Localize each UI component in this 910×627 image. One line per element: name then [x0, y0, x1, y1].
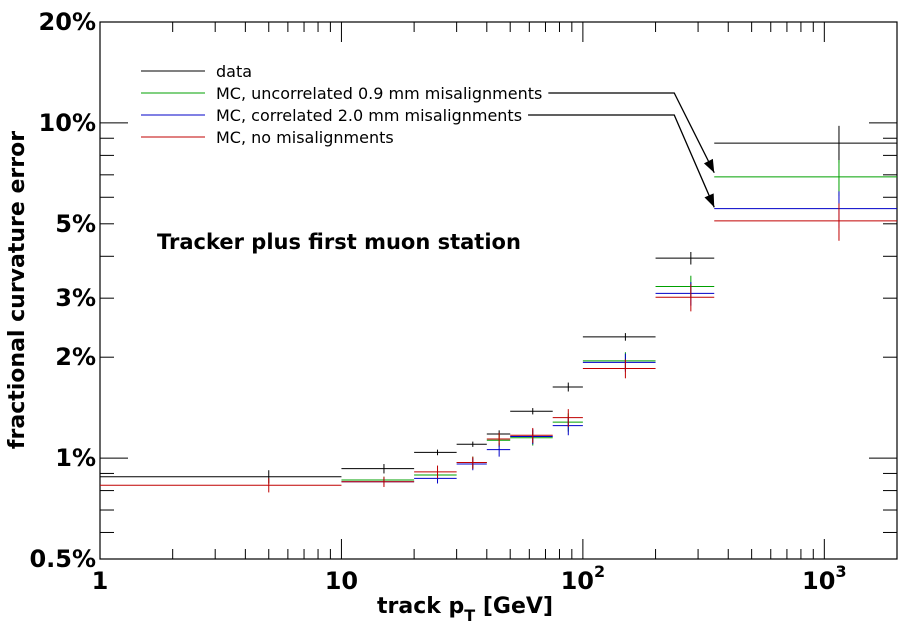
data-series — [100, 125, 897, 493]
x-tick-label-base: 10 — [802, 567, 835, 595]
legend: data MC, uncorrelated 0.9 mm misalignment… — [141, 62, 542, 147]
legend-arrows — [528, 92, 715, 208]
axis-ticks — [100, 21, 898, 560]
legend-entry-label: MC, uncorrelated 0.9 mm misalignments — [216, 84, 542, 103]
x-tick-label-base: 1 — [92, 567, 109, 595]
x-tick-label: 10 — [325, 567, 358, 595]
legend-arrow-line — [548, 92, 715, 174]
plot-frame — [99, 21, 898, 560]
y-tick-label: 0.5% — [29, 545, 96, 573]
plot-annotation: Tracker plus first muon station — [157, 230, 521, 254]
y-tick-label: 10% — [39, 109, 96, 137]
legend-entry-label: data — [216, 62, 252, 81]
x-axis-label-suffix: [GeV] — [475, 594, 553, 619]
legend-arrow-head — [703, 158, 715, 173]
legend-entry-label: MC, no misalignments — [216, 128, 394, 147]
y-tick-label: 3% — [55, 284, 96, 312]
legend-arrow-line — [528, 114, 715, 208]
y-tick-label: 2% — [55, 343, 96, 371]
y-tick-label: 5% — [55, 210, 96, 238]
y-tick-labels: 0.5% 1% 2% 3% 5% 10% 20% — [29, 8, 96, 573]
x-tick-label-base: 10 — [561, 567, 594, 595]
x-tick-label-exponent: 3 — [835, 562, 846, 581]
series-3 — [100, 203, 897, 493]
x-axis-label-subscript: T — [464, 606, 475, 625]
y-tick-label: 1% — [55, 444, 96, 472]
x-axis-label: track pT [GeV] — [377, 594, 553, 625]
x-tick-label: 1 — [92, 567, 109, 595]
x-tick-labels: 1 10 102 103 — [92, 562, 847, 595]
y-axis-label: fractional curvature error — [5, 131, 30, 449]
x-tick-label-exponent: 2 — [594, 562, 605, 581]
x-tick-label: 103 — [802, 562, 847, 595]
series-0 — [100, 125, 897, 484]
x-tick-label: 102 — [561, 562, 606, 595]
legend-arrow-head — [704, 193, 715, 208]
y-tick-label: 20% — [39, 8, 96, 36]
x-axis-label-main: track p — [377, 594, 464, 619]
x-tick-label-base: 10 — [325, 567, 358, 595]
legend-entry-label: MC, correlated 2.0 mm misalignments — [216, 106, 522, 125]
